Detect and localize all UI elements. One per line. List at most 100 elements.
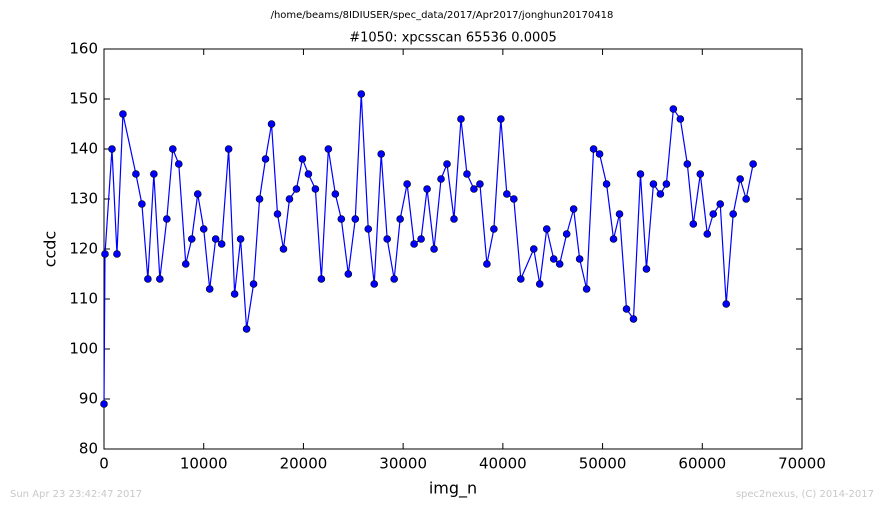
x-tick-label: 0 bbox=[99, 455, 109, 473]
data-point bbox=[423, 185, 431, 193]
data-point bbox=[383, 235, 391, 243]
data-point bbox=[510, 195, 518, 203]
data-point bbox=[324, 145, 333, 153]
chart-title: #1050: xpcsscan 65536 0.0005 bbox=[349, 31, 557, 46]
data-point bbox=[629, 315, 638, 323]
data-point bbox=[716, 200, 725, 208]
data-point bbox=[589, 145, 598, 153]
data-point bbox=[529, 245, 538, 253]
data-point bbox=[236, 235, 245, 243]
data-point bbox=[230, 290, 239, 298]
data-point bbox=[331, 190, 340, 198]
data-point bbox=[709, 210, 718, 218]
x-tick-label: 10000 bbox=[180, 455, 228, 473]
y-tick-label: 130 bbox=[69, 190, 98, 208]
x-tick-label: 30000 bbox=[379, 455, 427, 473]
data-point bbox=[224, 145, 233, 153]
data-point bbox=[656, 190, 665, 198]
data-point bbox=[292, 185, 301, 193]
data-point bbox=[582, 285, 591, 293]
data-point bbox=[311, 185, 320, 193]
data-point bbox=[703, 230, 712, 238]
data-point bbox=[403, 180, 411, 188]
data-point bbox=[351, 215, 360, 223]
footer-timestamp: Sun Apr 23 23:42:47 2017 bbox=[10, 489, 142, 500]
data-point bbox=[199, 225, 208, 233]
data-point bbox=[119, 110, 127, 118]
data-point bbox=[483, 260, 491, 268]
data-point bbox=[163, 215, 171, 223]
data-point bbox=[555, 260, 564, 268]
data-point bbox=[622, 305, 631, 313]
data-point bbox=[156, 275, 164, 283]
data-point bbox=[249, 280, 258, 288]
data-point bbox=[437, 175, 445, 183]
footer-credit: spec2nexus, (C) 2014-2017 bbox=[736, 489, 874, 500]
data-point bbox=[535, 280, 544, 288]
data-point bbox=[144, 275, 152, 283]
data-point bbox=[562, 230, 571, 238]
y-tick-label: 80 bbox=[79, 440, 98, 458]
data-point bbox=[609, 235, 618, 243]
data-point bbox=[100, 400, 108, 408]
data-point bbox=[649, 180, 658, 188]
data-point bbox=[410, 240, 418, 248]
y-tick-label: 110 bbox=[69, 290, 98, 308]
x-tick-label: 20000 bbox=[280, 455, 328, 473]
data-point bbox=[377, 150, 386, 158]
data-point bbox=[736, 175, 744, 183]
y-tick-label: 140 bbox=[69, 140, 98, 158]
data-point bbox=[108, 145, 116, 153]
data-point bbox=[261, 155, 270, 163]
data-point bbox=[490, 225, 498, 233]
data-point bbox=[722, 300, 731, 308]
data-point bbox=[696, 170, 705, 178]
data-point bbox=[181, 260, 190, 268]
y-tick-label: 90 bbox=[79, 390, 98, 408]
data-point bbox=[267, 120, 276, 128]
y-tick-label: 160 bbox=[69, 40, 98, 58]
data-point bbox=[370, 280, 379, 288]
data-point bbox=[595, 150, 604, 158]
x-tick-label: 40000 bbox=[479, 455, 527, 473]
data-point bbox=[729, 210, 737, 218]
data-point bbox=[430, 245, 438, 253]
data-point bbox=[602, 180, 611, 188]
data-point bbox=[742, 195, 750, 203]
data-point bbox=[298, 155, 307, 163]
y-tick-label: 120 bbox=[69, 240, 98, 258]
x-tick-label: 70000 bbox=[778, 455, 826, 473]
data-point bbox=[174, 160, 183, 168]
data-point bbox=[542, 225, 551, 233]
data-point bbox=[357, 90, 366, 98]
data-point bbox=[517, 275, 525, 283]
header-path: /home/beams/8IDIUSER/spec_data/2017/Apr2… bbox=[271, 10, 614, 21]
data-point bbox=[683, 160, 692, 168]
data-point bbox=[150, 170, 158, 178]
data-point bbox=[132, 170, 140, 178]
data-point bbox=[689, 220, 698, 228]
data-point bbox=[450, 215, 458, 223]
data-point bbox=[304, 170, 313, 178]
data-point bbox=[636, 170, 645, 178]
data-point bbox=[476, 180, 484, 188]
data-point bbox=[417, 235, 425, 243]
data-point bbox=[662, 180, 671, 188]
data-point bbox=[279, 245, 288, 253]
data-point bbox=[113, 250, 121, 258]
data-point bbox=[337, 215, 346, 223]
data-point bbox=[285, 195, 294, 203]
data-point bbox=[615, 210, 624, 218]
data-point bbox=[396, 215, 404, 223]
data-point bbox=[138, 200, 146, 208]
data-point bbox=[443, 160, 451, 168]
data-point bbox=[549, 255, 558, 263]
data-point bbox=[242, 325, 251, 333]
data-point bbox=[669, 105, 678, 113]
x-tick-label: 60000 bbox=[678, 455, 726, 473]
data-point bbox=[749, 160, 757, 168]
data-point bbox=[463, 170, 471, 178]
data-point bbox=[193, 190, 202, 198]
